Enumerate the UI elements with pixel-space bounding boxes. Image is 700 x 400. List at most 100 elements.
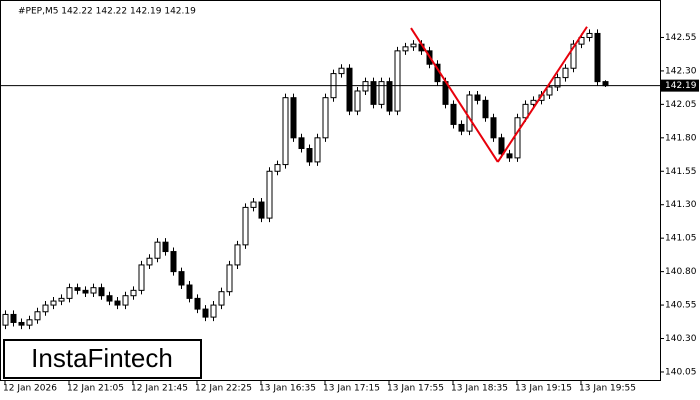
candle-body [594, 32, 601, 83]
candle-body [562, 67, 569, 79]
logo-box [3, 339, 202, 379]
y-tick-label: 142.05 [665, 100, 697, 110]
candle-body [266, 170, 273, 219]
candle-body [58, 297, 65, 302]
candle-body [98, 287, 105, 297]
candle-body [50, 300, 57, 306]
candle-body [370, 81, 377, 105]
y-tick-label: 141.80 [665, 133, 697, 143]
chart-title: #PEP,M5 142.22 142.22 142.19 142.19 [18, 7, 196, 17]
x-tick-label: 13 Jan 17:55 [387, 384, 444, 394]
candle-body [498, 137, 505, 155]
candle-body [130, 289, 137, 297]
pattern-line [410, 27, 499, 163]
candle-body [194, 297, 201, 310]
y-tick-label: 141.55 [665, 167, 697, 177]
candle-body [258, 201, 265, 219]
candle-body [82, 289, 89, 294]
pattern-line [496, 26, 588, 163]
candle-body [466, 94, 473, 132]
candle-body [178, 271, 185, 286]
candle-body [586, 32, 593, 38]
candle-body [234, 244, 241, 266]
candle-body [506, 153, 513, 159]
x-tick-label: 12 Jan 21:05 [67, 384, 124, 394]
candle-body [170, 251, 177, 273]
plot [2, 29, 609, 330]
candle-body [346, 67, 353, 112]
candle-body [314, 137, 321, 163]
candle-body [10, 313, 17, 323]
candle-body [402, 46, 409, 52]
candle-body [210, 304, 217, 318]
candle-body [66, 287, 73, 299]
candle-body [90, 287, 97, 294]
candle-body [458, 123, 465, 132]
candle-body [298, 137, 305, 150]
candle-body [274, 164, 281, 172]
candle-body [122, 295, 129, 306]
y-tick-label: 140.55 [665, 301, 697, 311]
candle-body [514, 117, 521, 159]
candle-body [26, 319, 33, 326]
candle-body [250, 201, 257, 208]
candle-body [138, 264, 145, 291]
candle-body [146, 257, 153, 266]
candle-body [114, 300, 121, 306]
candle-body [354, 90, 361, 112]
candle-body [322, 97, 329, 139]
y-tick-label: 140.30 [665, 334, 697, 344]
current-price-label: 142.19 [665, 81, 697, 91]
candle-body [34, 311, 41, 321]
candle-body [242, 206, 249, 246]
x-tick-label: 12 Jan 21:45 [131, 384, 188, 394]
candle-body [290, 97, 297, 139]
x-tick-label: 13 Jan 16:35 [259, 384, 316, 394]
candle-body [386, 81, 393, 112]
candle-body [546, 86, 553, 96]
candle-body [602, 81, 609, 87]
x-tick-label: 12 Jan 2026 [3, 384, 57, 394]
candle-body [474, 94, 481, 101]
candle-body [226, 264, 233, 293]
candle-body [490, 117, 497, 139]
x-tick-label: 13 Jan 18:35 [451, 384, 508, 394]
candle-body [154, 241, 161, 259]
candle-body [282, 97, 289, 166]
candle-body [162, 241, 169, 253]
y-tick-label: 140.05 [665, 367, 697, 377]
x-tick-label: 12 Jan 22:25 [195, 384, 252, 394]
candle-body [378, 81, 385, 105]
candle-body [106, 295, 113, 302]
candle-body [186, 284, 193, 299]
candle-body [202, 308, 209, 318]
x-tick-label: 13 Jan 19:15 [515, 384, 572, 394]
candle-body [306, 148, 313, 163]
y-tick-label: 140.80 [665, 267, 697, 277]
current-price-box [661, 79, 699, 92]
candle-body [362, 81, 369, 92]
plot-frame [0, 0, 661, 381]
y-tick-label: 141.05 [665, 234, 697, 244]
candle-body [74, 287, 81, 291]
logo: InstaFintech [31, 343, 173, 373]
candle-body [394, 50, 401, 112]
x-tick-label: 13 Jan 17:15 [323, 384, 380, 394]
candle-body [554, 77, 561, 88]
candle-body [578, 36, 585, 45]
candle-body [42, 304, 49, 313]
y-tick-label: 142.55 [665, 33, 697, 43]
candle-body [410, 43, 417, 48]
candle-body [482, 99, 489, 119]
candle-body [2, 313, 9, 326]
x-tick-label: 13 Jan 19:55 [579, 384, 636, 394]
candle-body [570, 43, 577, 69]
candle-body [522, 103, 529, 119]
y-tick-label: 142.30 [665, 66, 697, 76]
y-tick-label: 141.30 [665, 200, 697, 210]
candle-body [338, 67, 345, 75]
candle-body [18, 321, 25, 326]
candle-body [218, 291, 225, 306]
candle-body [450, 103, 457, 125]
